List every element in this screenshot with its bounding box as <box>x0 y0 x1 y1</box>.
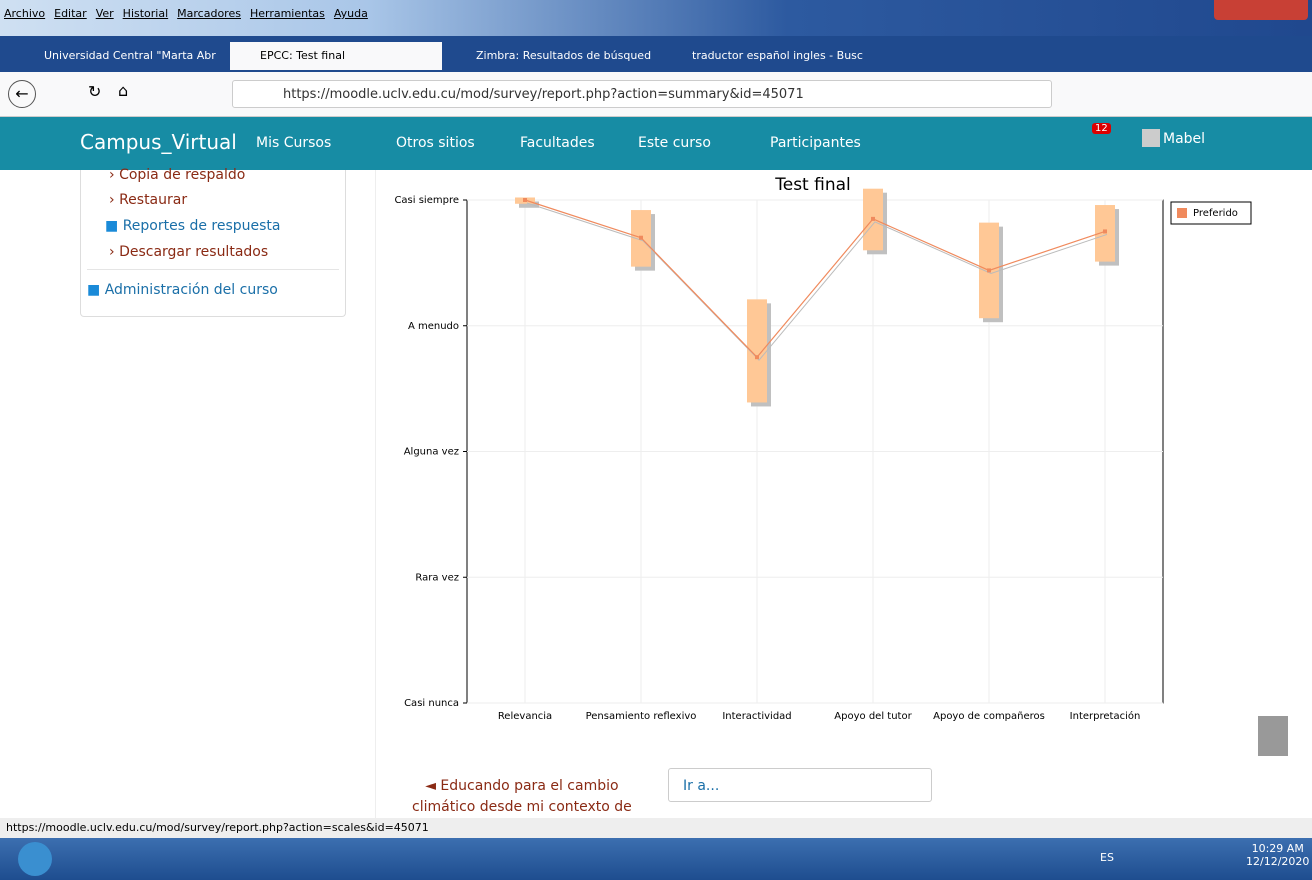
link-line: ◄ Educando para el cambio <box>412 776 632 797</box>
tab[interactable]: EPCC: Test final <box>230 42 442 70</box>
menu-item[interactable]: Ver <box>96 7 114 20</box>
x-tick-label: Pensamiento reflexivo <box>586 711 697 722</box>
menu-item[interactable]: Archivo <box>4 7 45 20</box>
divider <box>87 269 339 270</box>
date: 12/12/2020 <box>1246 855 1309 868</box>
y-tick-label: Alguna vez <box>404 447 459 458</box>
sidebar-link[interactable]: › Restaurar <box>109 192 187 208</box>
status-url: https://moodle.uclv.edu.cu/mod/survey/re… <box>0 821 429 834</box>
link-text: Descargar resultados <box>119 244 268 260</box>
jump-select[interactable]: Ir a... <box>668 768 932 802</box>
notification-badge: 12 <box>1092 123 1111 134</box>
menu-item[interactable]: Herramientas <box>250 7 325 20</box>
x-tick-label: Apoyo de compañeros <box>933 711 1045 722</box>
menu-item[interactable]: Historial <box>123 7 168 20</box>
scroll-top-button[interactable] <box>1258 716 1288 756</box>
chart: Test final Relevancia Pensamiento reflexi… <box>375 168 1255 728</box>
point <box>755 355 759 359</box>
start-button[interactable] <box>18 842 52 876</box>
tab[interactable]: traductor español ingles - Busc <box>662 42 874 70</box>
menu-list: Archivo Editar Ver Historial Marcadores Herra… <box>4 2 377 21</box>
x-tick-label: Apoyo del tutor <box>834 711 912 722</box>
link-text: Administración del curso <box>105 282 278 298</box>
link-text: Copia de respaldo <box>119 167 245 183</box>
language: ES <box>1100 851 1114 864</box>
sidebar-link[interactable]: › Copia de respaldo <box>109 167 245 183</box>
nav-item[interactable]: Este curso <box>638 135 711 151</box>
reload-button[interactable]: ↻ <box>88 82 101 101</box>
link-line: climático desde mi contexto de <box>412 797 632 818</box>
brand[interactable]: Campus_Virtual <box>80 130 237 154</box>
y-tick-label: Rara vez <box>415 572 459 583</box>
nav-item[interactable]: Otros sitios <box>396 135 475 151</box>
page: Archivo Editar Ver Historial Marcadores Herra… <box>0 0 1312 880</box>
sidebar-folder[interactable]: ■ Reportes de respuesta <box>105 218 281 234</box>
back-button[interactable]: ← <box>8 80 36 108</box>
home-button[interactable]: ⌂ <box>118 81 128 100</box>
nav-item[interactable]: Participantes <box>770 135 861 151</box>
x-tick-label: Interactividad <box>722 711 791 722</box>
x-tick-label: Relevancia <box>498 711 552 722</box>
sidebar: › Copia de respaldo › Restaurar ■ Report… <box>80 170 346 317</box>
url-bar[interactable]: https://moodle.uclv.edu.cu/mod/survey/re… <box>232 80 1052 108</box>
sidebar-link[interactable]: › Descargar resultados <box>109 244 268 260</box>
point <box>871 217 875 221</box>
y-tick-label: Casi nunca <box>404 698 459 709</box>
nav-item[interactable]: Mis Cursos <box>256 135 331 151</box>
y-tick-label: Casi siempre <box>394 195 459 206</box>
x-tick-label: Interpretación <box>1070 710 1141 722</box>
nav-item[interactable]: Facultades <box>520 135 595 151</box>
point <box>1103 229 1107 233</box>
avatar[interactable] <box>1142 129 1160 147</box>
menu-item[interactable]: Editar <box>54 7 87 20</box>
y-tick-label: A menudo <box>408 321 459 332</box>
tab[interactable]: Zimbra: Resultados de búsqued <box>446 42 658 70</box>
sidebar-folder[interactable]: ■ Administración del curso <box>87 282 278 298</box>
menu-item[interactable]: Ayuda <box>334 7 368 20</box>
legend-swatch <box>1177 208 1187 218</box>
status-bar: https://moodle.uclv.edu.cu/mod/survey/re… <box>0 818 1312 838</box>
menu-bar: Archivo Editar Ver Historial Marcadores Herra… <box>0 0 1312 36</box>
tab[interactable]: Universidad Central "Marta Abr <box>14 42 226 70</box>
chart-title: Test final <box>774 175 851 195</box>
navbar: Campus_Virtual 12 Mabel Mis Cursos Otros … <box>0 117 1312 170</box>
point <box>987 268 991 272</box>
user-menu[interactable]: Mabel <box>1163 131 1205 147</box>
link-text: Restaurar <box>119 192 187 208</box>
menu-item[interactable]: Marcadores <box>177 7 241 20</box>
point <box>639 236 643 240</box>
point <box>523 198 527 202</box>
time: 10:29 AM <box>1246 842 1309 855</box>
window-controls[interactable] <box>1214 0 1308 20</box>
link-text: Reportes de respuesta <box>123 218 281 234</box>
legend-label: Preferido <box>1193 208 1238 219</box>
